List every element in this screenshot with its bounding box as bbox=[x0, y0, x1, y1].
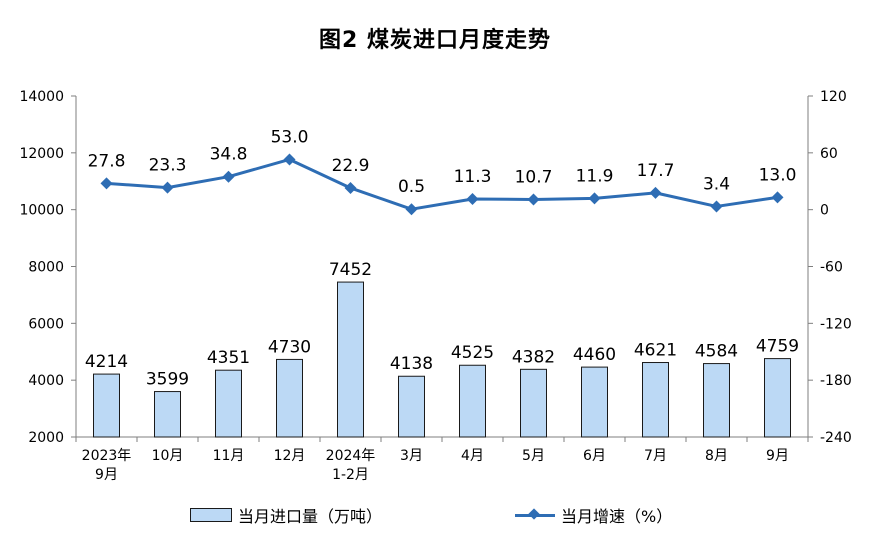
line-data-label: 17.7 bbox=[637, 161, 675, 181]
bar bbox=[337, 281, 364, 438]
line-data-label: 13.0 bbox=[759, 165, 797, 185]
x-tick-label: 2024年 bbox=[326, 448, 376, 464]
x-tick-label: 11月 bbox=[213, 448, 245, 464]
x-tick-label: 7月 bbox=[644, 448, 667, 464]
line-data-label: 11.9 bbox=[576, 166, 614, 186]
bar bbox=[398, 375, 425, 438]
x-tick-label: 3月 bbox=[400, 448, 423, 464]
line-data-label: 3.4 bbox=[703, 174, 730, 194]
y-right-tick-label: 0 bbox=[820, 203, 829, 219]
bar bbox=[642, 362, 669, 438]
y-right-tick-label: -120 bbox=[820, 316, 852, 332]
bar bbox=[154, 391, 181, 438]
y-left-tick-label: 10000 bbox=[19, 203, 64, 219]
y-right-tick-label: -240 bbox=[820, 430, 852, 446]
y-left-tick-label: 2000 bbox=[28, 430, 64, 446]
x-tick-label: 1-2月 bbox=[332, 467, 369, 483]
x-tick-label: 9月 bbox=[766, 448, 789, 464]
y-left-tick-label: 4000 bbox=[28, 373, 64, 389]
bar-data-label: 4460 bbox=[573, 345, 616, 365]
line-point-marker bbox=[466, 192, 479, 205]
bar bbox=[276, 358, 303, 438]
line-data-label: 34.8 bbox=[210, 145, 248, 165]
bar-data-label: 3599 bbox=[146, 370, 189, 390]
line-point-marker bbox=[283, 153, 296, 166]
line-point-marker bbox=[771, 191, 784, 204]
line-data-label: 11.3 bbox=[454, 167, 492, 187]
bar-data-label: 4351 bbox=[207, 348, 250, 368]
line-point-marker bbox=[405, 203, 418, 216]
legend-label-imports: 当月进口量（万吨） bbox=[238, 507, 383, 526]
bar-data-label: 4584 bbox=[695, 342, 738, 362]
x-tick-label: 8月 bbox=[705, 448, 728, 464]
x-tick-label: 4月 bbox=[461, 448, 484, 464]
y-right-tick-label: 60 bbox=[820, 146, 838, 162]
line-point-marker bbox=[710, 200, 723, 213]
bar-data-label: 4730 bbox=[268, 337, 311, 357]
legend: 当月进口量（万吨） 当月增速（%） bbox=[0, 503, 870, 527]
line-point-marker bbox=[161, 181, 174, 194]
bar-data-label: 4621 bbox=[634, 341, 677, 361]
x-tick-label: 5月 bbox=[522, 448, 545, 464]
x-tick-label: 6月 bbox=[583, 448, 606, 464]
y-right-tick-label: 120 bbox=[820, 89, 847, 105]
chart-title: 图2 煤炭进口月度走势 bbox=[319, 28, 551, 53]
legend-item-growth: 当月增速（%） bbox=[515, 503, 672, 527]
legend-swatch-bar bbox=[190, 508, 232, 522]
legend-item-imports: 当月进口量（万吨） bbox=[190, 503, 382, 527]
line-point-marker bbox=[100, 177, 113, 190]
y-right-tick-label: -180 bbox=[820, 373, 852, 389]
line-point-marker bbox=[588, 192, 601, 205]
line-data-label: 53.0 bbox=[271, 127, 309, 147]
line-data-label: 22.9 bbox=[332, 156, 370, 176]
y-left-tick-label: 6000 bbox=[28, 316, 64, 332]
y-right-tick-label: -60 bbox=[820, 260, 843, 276]
bar bbox=[520, 368, 547, 438]
line-data-label: 10.7 bbox=[515, 168, 553, 188]
legend-swatch-line bbox=[515, 509, 555, 521]
bar-data-label: 4214 bbox=[85, 352, 128, 372]
bar-data-label: 7452 bbox=[329, 260, 372, 280]
line-point-marker bbox=[527, 193, 540, 206]
bar bbox=[581, 366, 608, 438]
bar bbox=[703, 363, 730, 438]
bar bbox=[459, 364, 486, 438]
line-data-label: 0.5 bbox=[398, 177, 425, 197]
bar bbox=[764, 358, 791, 438]
plot-area: 2000 4000 6000 8000 10000 12000 14000 -240 -180 -… bbox=[19, 89, 852, 483]
line-point-marker bbox=[344, 181, 357, 194]
x-tick-label: 10月 bbox=[152, 448, 184, 464]
y-left-tick-label: 8000 bbox=[28, 260, 64, 276]
bar bbox=[215, 369, 242, 438]
bar bbox=[93, 373, 120, 438]
x-tick-label: 12月 bbox=[274, 448, 306, 464]
line-point-marker bbox=[222, 170, 235, 183]
bar-data-label: 4525 bbox=[451, 343, 494, 363]
legend-label-growth: 当月增速（%） bbox=[561, 507, 673, 526]
bar-data-label: 4759 bbox=[756, 337, 799, 357]
x-tick-label: 9月 bbox=[95, 467, 118, 483]
y-left-tick-label: 14000 bbox=[19, 89, 64, 105]
x-tick-label: 2023年 bbox=[82, 448, 132, 464]
line-point-marker bbox=[649, 186, 662, 199]
bar-data-label: 4382 bbox=[512, 347, 555, 367]
line-data-label: 23.3 bbox=[149, 156, 187, 176]
y-left-tick-label: 12000 bbox=[19, 146, 64, 162]
growth-line bbox=[106, 157, 778, 211]
bar-data-label: 4138 bbox=[390, 354, 433, 374]
line-data-label: 27.8 bbox=[88, 151, 126, 171]
